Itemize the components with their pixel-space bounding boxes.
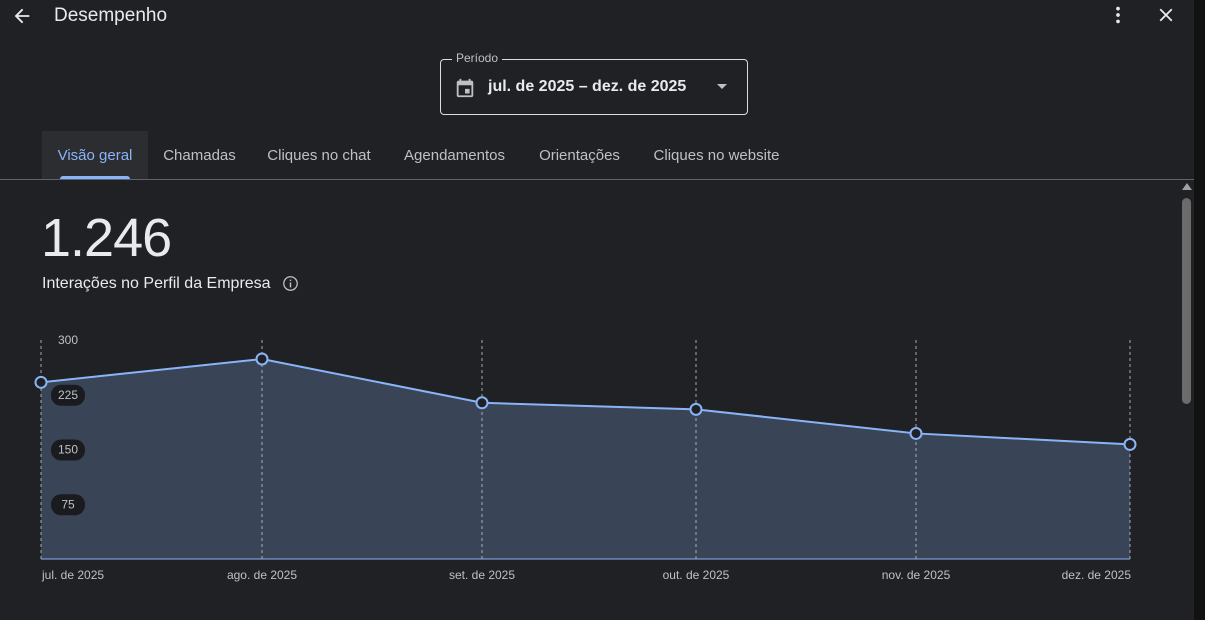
y-tick-pill [51, 384, 85, 406]
tab-cliques-no-website[interactable]: Cliques no website [641, 131, 792, 179]
data-point [255, 352, 269, 366]
y-tick-label: 225 [58, 388, 78, 402]
arrow-back-icon [14, 8, 30, 24]
window-edge [1194, 0, 1205, 620]
close-icon [1159, 8, 1173, 22]
scrollbar[interactable] [1180, 181, 1194, 620]
y-tick-label: 300 [58, 333, 78, 347]
total-interactions-label: Interações no Perfil da Empresa [42, 275, 271, 292]
tab-agendamentos[interactable]: Agendamentos [391, 131, 518, 179]
more-vert-icon [1116, 6, 1120, 24]
page-title: Desempenho [54, 5, 168, 26]
x-tick-label: nov. de 2025 [882, 568, 951, 582]
back-button[interactable] [10, 4, 34, 28]
period-label: Período [452, 51, 503, 65]
data-point [689, 402, 703, 416]
total-interactions-value: 1.246 [41, 208, 172, 268]
period-value: jul. de 2025 – dez. de 2025 [488, 78, 687, 95]
tab-label: Agendamentos [404, 146, 505, 164]
tab-orientacoes[interactable]: Orientações [526, 131, 633, 179]
x-tick-label: dez. de 2025 [1062, 568, 1132, 582]
tab-label: Orientações [539, 146, 620, 164]
tab-label: Chamadas [163, 146, 236, 164]
x-tick-label: set. de 2025 [449, 568, 515, 582]
more-options-button[interactable] [1106, 3, 1130, 27]
x-tick-label: ago. de 2025 [227, 568, 297, 582]
scrollbar-thumb[interactable] [1182, 198, 1191, 404]
tab-chamadas[interactable]: Chamadas [152, 131, 247, 179]
tab-label: Cliques no website [653, 146, 780, 164]
chart-area [41, 358, 1130, 559]
calendar-icon [456, 78, 474, 98]
y-tick-label: 150 [58, 443, 78, 457]
close-button[interactable] [1154, 3, 1178, 27]
period-select[interactable]: Período jul. de 2025 – dez. de 2025 [440, 51, 748, 115]
tab-label: Cliques no chat [267, 146, 371, 164]
series-line [40, 357, 1131, 446]
data-point [475, 396, 489, 410]
header: Desempenho [0, 0, 1194, 32]
data-point [34, 375, 48, 389]
y-tick-pill [51, 439, 85, 461]
scroll-up-arrow-icon[interactable] [1182, 183, 1192, 190]
tab-visao-geral[interactable]: Visão geral [42, 131, 148, 179]
info-icon[interactable] [282, 275, 299, 292]
x-tick-label: out. de 2025 [663, 568, 730, 582]
arrow-drop-down-icon [717, 84, 727, 89]
data-point [1123, 437, 1137, 451]
active-tab-indicator [60, 176, 130, 179]
x-tick-label: jul. de 2025 [41, 568, 104, 582]
tab-bar: Visão geral Chamadas Cliques no chat Age… [0, 131, 1194, 180]
tab-label: Visão geral [57, 146, 133, 164]
y-tick-label: 75 [61, 497, 75, 511]
tab-cliques-no-chat[interactable]: Cliques no chat [255, 131, 383, 179]
y-tick-pill [51, 494, 85, 516]
interactions-chart: 300 225 150 75 jul. de 2025 ago. de 2025 set. … [34, 333, 1137, 582]
data-point [909, 426, 923, 440]
